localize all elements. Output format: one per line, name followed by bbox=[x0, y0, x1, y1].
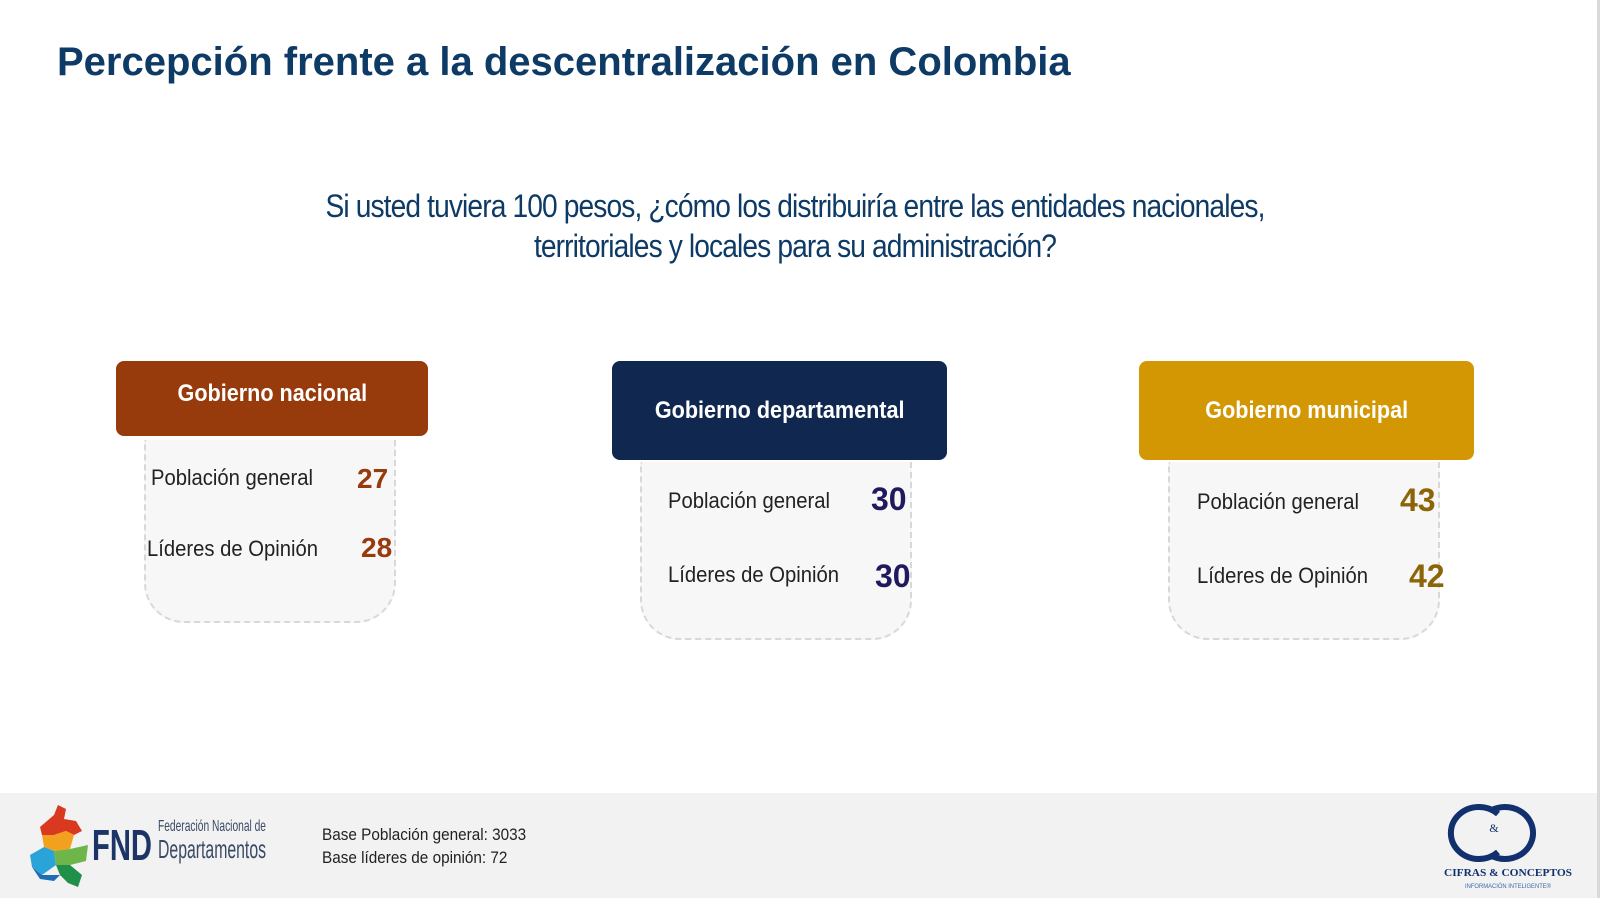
page-title: Percepción frente a la descentralización… bbox=[57, 40, 1071, 84]
card-municipal-title: Gobierno municipal bbox=[1205, 396, 1408, 424]
card-nacional-label-poblacion: Población general bbox=[151, 465, 314, 490]
fnd-logo: FND Federación Nacional de Departamentos bbox=[30, 805, 266, 887]
card-departamental-header: Gobierno departamental bbox=[612, 361, 947, 460]
question-line-1: Si usted tuviera 100 pesos, ¿cómo los di… bbox=[325, 188, 1265, 224]
cifras-conceptos-ampersand: & bbox=[1489, 821, 1499, 835]
card-municipal-header: Gobierno municipal bbox=[1139, 361, 1474, 460]
card-departamental-body bbox=[640, 462, 912, 640]
cifras-conceptos-logo: & CIFRAS & CONCEPTOS INFORMACIÓN INTELIG… bbox=[1444, 804, 1572, 890]
card-municipal-label-lideres: Líderes de Opinión bbox=[1197, 563, 1369, 588]
card-municipal-body bbox=[1168, 462, 1440, 640]
survey-question: Si usted tuviera 100 pesos, ¿cómo los di… bbox=[271, 186, 1318, 266]
fnd-name-line-2: Departamentos bbox=[158, 834, 266, 864]
fnd-name-line-1: Federación Nacional de bbox=[158, 818, 266, 835]
card-municipal-value-lideres: 42 bbox=[1409, 558, 1445, 594]
cifras-conceptos-tagline: INFORMACIÓN INTELIGENTE® bbox=[1465, 883, 1552, 890]
card-nacional-value-poblacion: 27 bbox=[357, 463, 389, 494]
card-departamental-value-poblacion: 30 bbox=[871, 481, 907, 517]
card-nacional-title: Gobierno nacional bbox=[177, 379, 367, 407]
footer-bar bbox=[0, 793, 1597, 898]
card-departamental-label-lideres: Líderes de Opinión bbox=[668, 562, 840, 587]
slide-edge-rule bbox=[1597, 0, 1600, 898]
card-municipal-label-poblacion: Población general bbox=[1197, 489, 1360, 514]
question-line-2: territoriales y locales para su administ… bbox=[533, 228, 1057, 264]
card-nacional-label-lideres: Líderes de Opinión bbox=[147, 536, 319, 561]
card-nacional-header: Gobierno nacional bbox=[116, 361, 428, 436]
base-poblacion-general: Base Población general: 3033 bbox=[322, 825, 527, 844]
card-nacional-body bbox=[144, 440, 396, 623]
cifras-conceptos-name: CIFRAS & CONCEPTOS bbox=[1444, 868, 1572, 879]
fnd-abbr: FND bbox=[92, 821, 152, 870]
cifras-conceptos-emblem-icon bbox=[1447, 804, 1536, 862]
colombia-map-icon bbox=[30, 805, 88, 887]
card-nacional-value-lideres: 28 bbox=[361, 532, 393, 563]
card-departamental-title: Gobierno departamental bbox=[654, 396, 905, 424]
base-lideres-opinion: Base líderes de opinión: 72 bbox=[322, 848, 508, 867]
card-municipal-value-poblacion: 43 bbox=[1400, 482, 1436, 518]
card-departamental-label-poblacion: Población general bbox=[668, 488, 831, 513]
card-departamental-value-lideres: 30 bbox=[875, 558, 911, 594]
